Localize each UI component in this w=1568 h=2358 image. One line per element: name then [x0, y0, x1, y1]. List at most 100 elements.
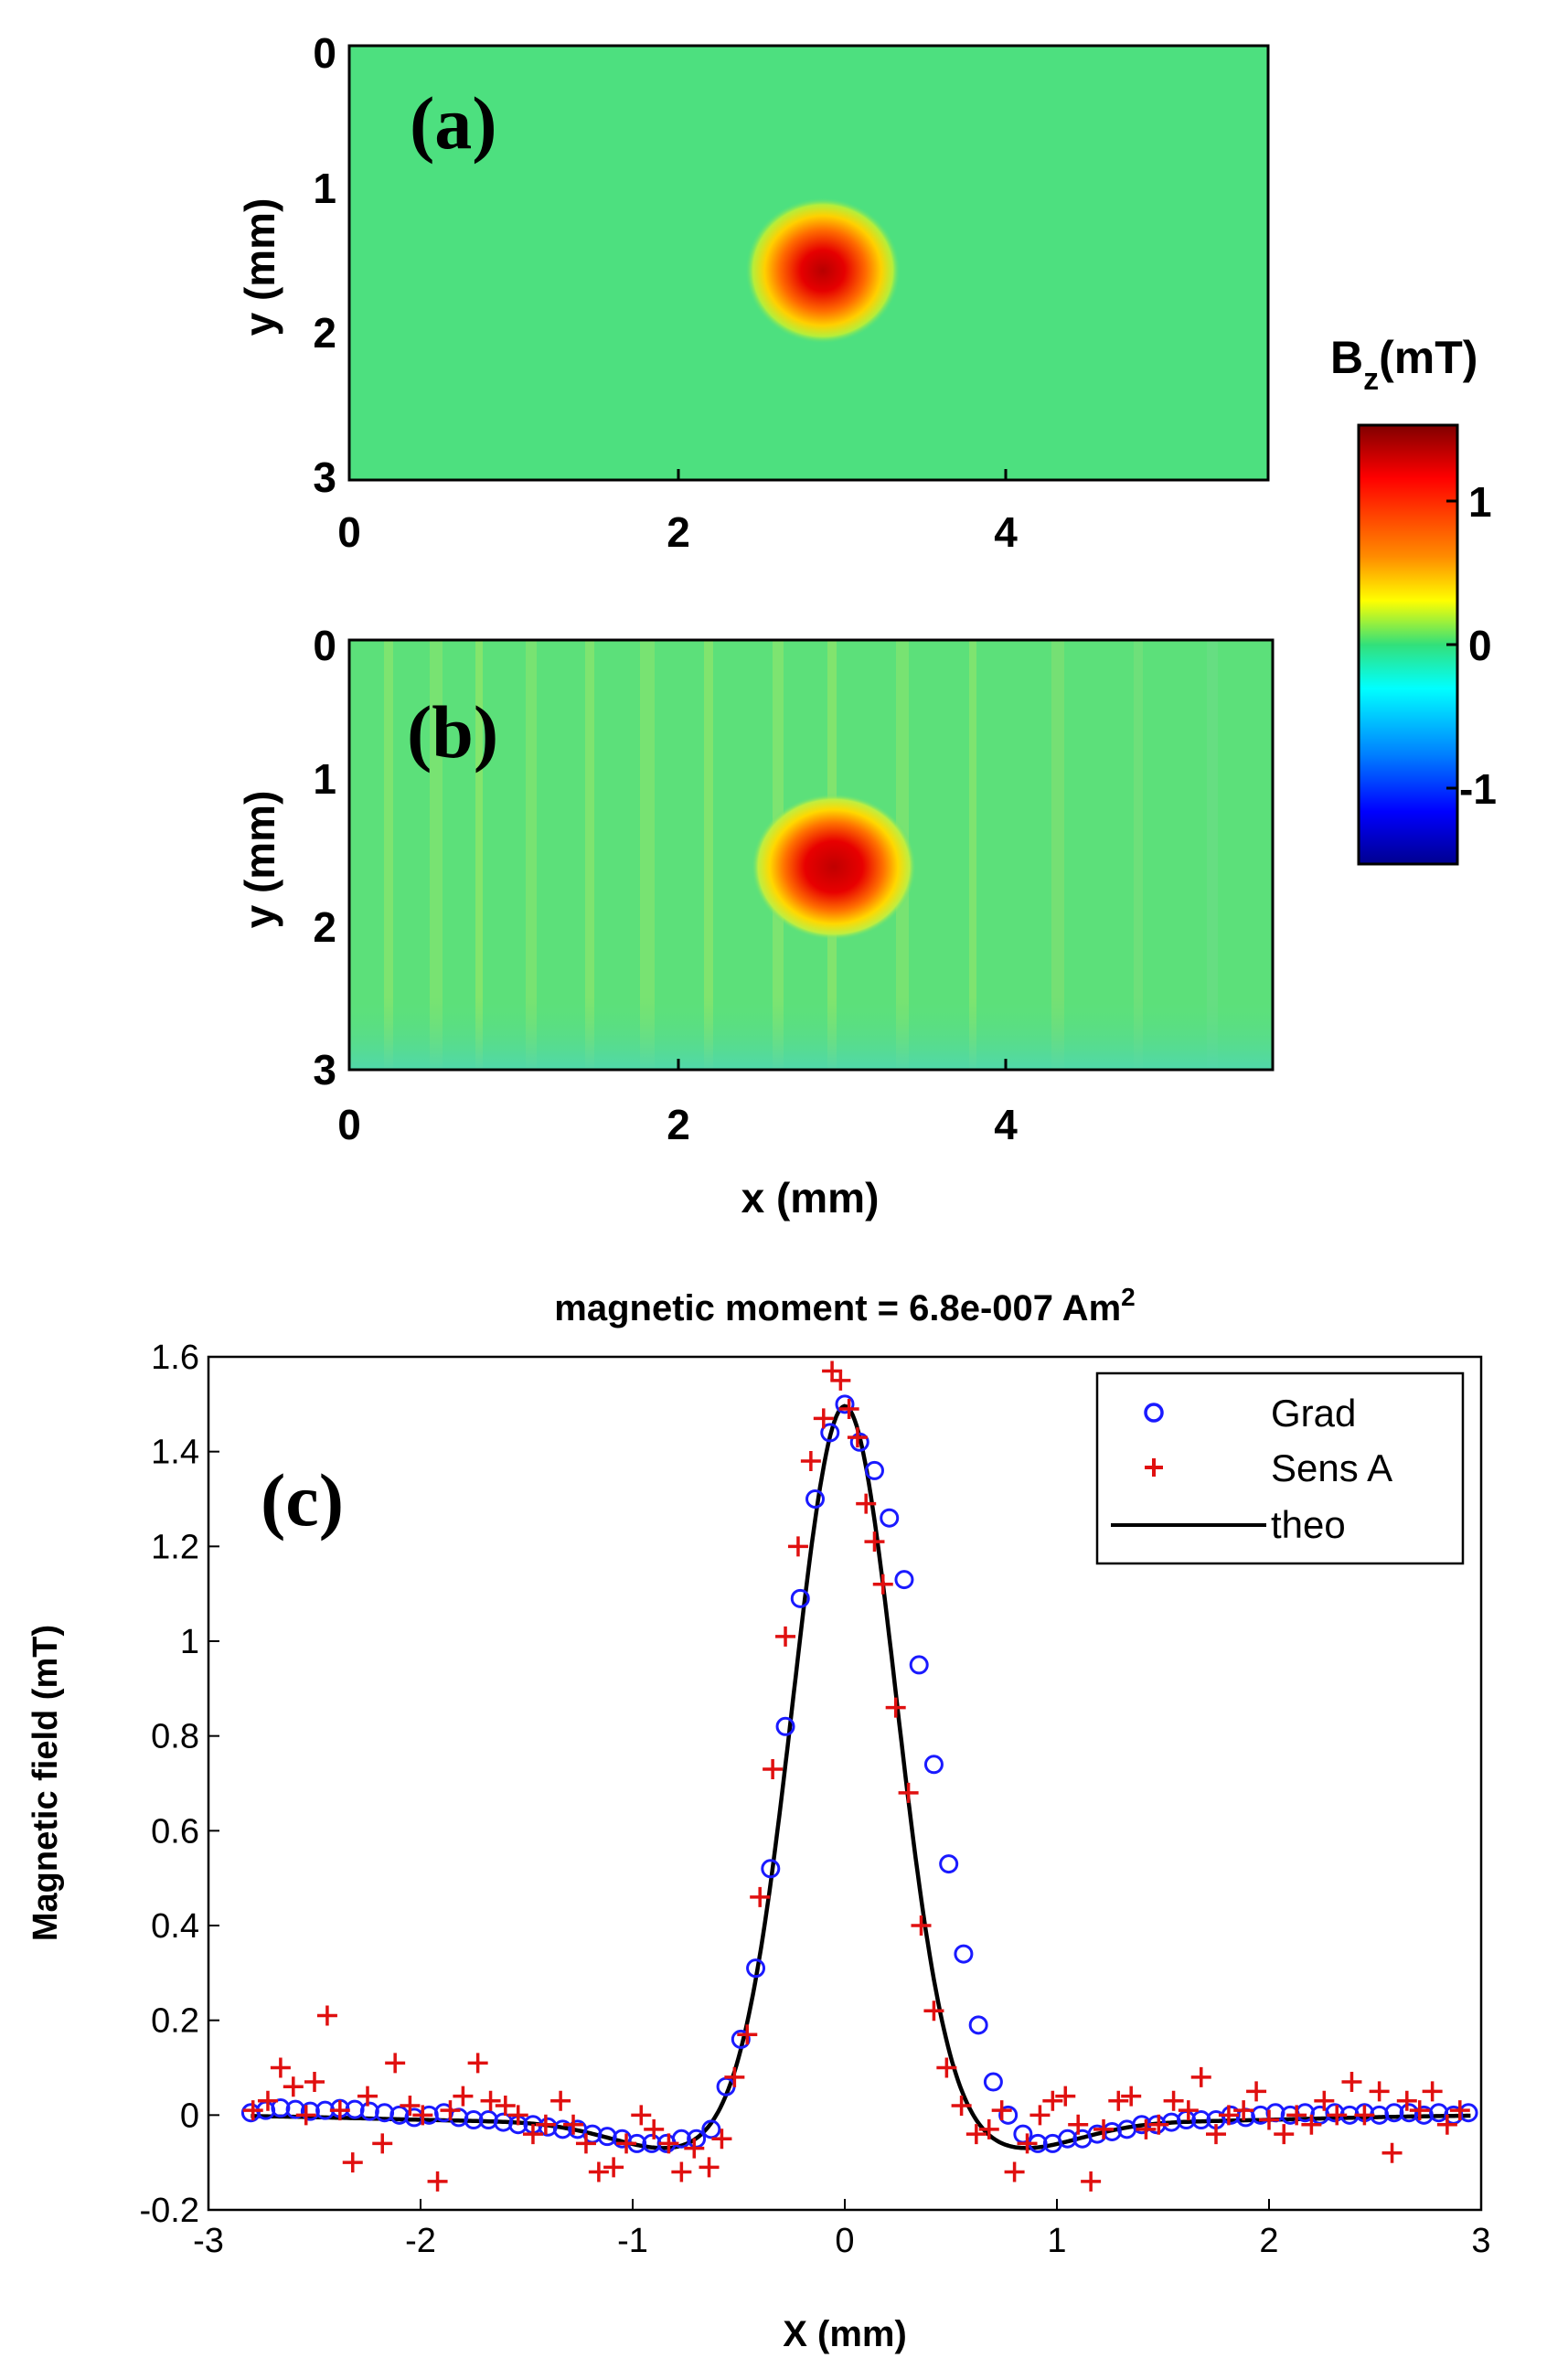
legend-theo-label: theo	[1271, 1503, 1346, 1546]
grad-point	[923, 1755, 944, 1775]
chart-c-ytick-label: 0.6	[151, 1812, 199, 1851]
sens-a-point	[316, 2005, 337, 2026]
sens-a-point	[711, 2129, 732, 2150]
sens-a-point	[911, 1915, 932, 1936]
sens-a-point	[1449, 2100, 1470, 2121]
legend-sens-a-marker	[1145, 1458, 1163, 1477]
heatmap-b-y-ticks: 0 1 2 3	[313, 622, 336, 1094]
sens-a-point	[978, 2118, 999, 2139]
colorbar-title-sub: z	[1363, 362, 1379, 397]
sens-a-point	[242, 2100, 263, 2121]
sens-a-point	[575, 2133, 596, 2154]
heatmap-b-ylabel: y (mm)	[236, 791, 283, 929]
legend-grad-label: Grad	[1271, 1392, 1356, 1435]
sens-a-point	[588, 2161, 609, 2182]
chart-c-ytick-label: 1.2	[151, 1528, 199, 1566]
heatmap-b-xtick: 4	[994, 1101, 1018, 1148]
grad-point	[998, 2105, 1019, 2125]
grad-point	[939, 1854, 959, 1874]
sens-a-point	[724, 2066, 745, 2087]
colorbar-tick: 0	[1468, 622, 1492, 669]
sens-a-point	[283, 2076, 304, 2097]
heatmap-a: 0 2 4 0 1 2 3 y (mm) (a)	[236, 29, 1270, 556]
sens-a-point	[342, 2152, 363, 2173]
sens-a-point	[951, 2095, 972, 2116]
chart-c-ytick-label: 1.6	[151, 1339, 199, 1377]
heatmap-b-xtick: 0	[337, 1101, 361, 1148]
sens-a-point	[923, 2001, 944, 2022]
heatmap-a-frame	[347, 44, 1270, 482]
sens-a-point	[763, 1758, 784, 1779]
heatmap-b-xtick: 2	[667, 1101, 690, 1148]
sens-a-point	[644, 2118, 665, 2139]
grad-point	[775, 1716, 795, 1736]
sens-a-point	[775, 1626, 796, 1647]
colorbar-title-main: B	[1330, 332, 1363, 383]
chart-c-x-ticks: -3 -2 -1 0 1 2 3	[193, 2199, 1491, 2260]
sens-a-point	[1369, 2081, 1390, 2102]
panel-label-a: (a)	[410, 81, 497, 165]
chart-c-ytick-label: 0.4	[151, 1907, 199, 1946]
sens-a-point	[372, 2133, 393, 2154]
sens-a-point	[1396, 2090, 1417, 2111]
heatmap-b-spot	[752, 794, 916, 940]
heatmap-a-y-ticks: 0 1 2 3	[313, 29, 336, 501]
sens-a-point	[1042, 2090, 1063, 2111]
heatmap-a-ytick: 2	[313, 309, 336, 357]
chart-c-ytick-label: 0	[180, 2097, 199, 2135]
heatmap-a-ytick: 3	[313, 453, 336, 501]
grad-point	[894, 1570, 914, 1590]
sens-a-point	[1341, 2072, 1362, 2093]
sens-a-point	[295, 2105, 316, 2126]
grad-point	[983, 2072, 1003, 2092]
colorbar-tick: -1	[1459, 765, 1497, 813]
sens-a-point	[616, 2133, 637, 2154]
chart-c-ytick-label: 0.8	[151, 1718, 199, 1756]
grad-point	[849, 1432, 869, 1452]
sens-a-point	[507, 2105, 528, 2126]
sens-a-point	[1004, 2161, 1025, 2182]
panel-label-b: (b)	[407, 690, 498, 774]
sens-a-point	[1286, 2105, 1307, 2126]
sens-a-point	[872, 1574, 893, 1595]
sens-a-point	[453, 2086, 474, 2107]
sens-a-point	[400, 2095, 421, 2116]
grad-series	[240, 1394, 1478, 2153]
chart-c-y-ticks: -0.2 0 0.2 0.4 0.6 0.8 1 1.2 1.4 1.6	[140, 1339, 219, 2230]
sens-a-point	[750, 1886, 771, 1907]
sens-a-point	[257, 2090, 278, 2111]
heatmap-a-ytick: 0	[313, 29, 336, 77]
heatmap-a-ytick: 1	[313, 165, 336, 212]
chart-c-xtick-label: 0	[835, 2222, 854, 2260]
heatmap-a-xtick: 4	[994, 508, 1018, 556]
chart-c-ytick-label: 1	[180, 1623, 199, 1661]
grad-point	[701, 2119, 721, 2139]
legend-sens-a-label: Sens A	[1271, 1446, 1392, 1489]
chart-c-title: magnetic moment = 6.8e-007 Am2	[554, 1283, 1135, 1328]
colorbar-gradient	[1357, 423, 1459, 866]
sens-a-point	[864, 1531, 885, 1552]
grad-point	[271, 2098, 291, 2118]
sens-a-point	[563, 2114, 584, 2135]
sens-a-point	[550, 2090, 571, 2111]
grad-point	[300, 2101, 320, 2121]
chart-c-ytick-label: -0.2	[140, 2192, 199, 2230]
sens-a-point	[304, 2072, 325, 2093]
grad-point	[552, 2119, 572, 2139]
sens-a-point	[535, 2114, 556, 2135]
sens-a-point	[1068, 2114, 1089, 2135]
sens-a-point	[495, 2095, 516, 2116]
sens-a-point	[603, 2157, 624, 2178]
sens-a-point	[787, 1536, 808, 1557]
sens-a-point	[440, 2100, 461, 2121]
chart-c-xtick-label: -1	[617, 2222, 648, 2260]
chart-c-xtick-label: 2	[1259, 2222, 1278, 2260]
sens-a-point	[1017, 2133, 1038, 2154]
panel-label-c: (c)	[261, 1458, 344, 1542]
grad-point	[761, 1859, 781, 1879]
sens-a-point	[1163, 2090, 1184, 2111]
heatmap-b-frame	[347, 638, 1275, 1072]
sens-a-point	[385, 2053, 406, 2074]
grad-point	[835, 1394, 855, 1414]
grad-point	[464, 2110, 484, 2130]
